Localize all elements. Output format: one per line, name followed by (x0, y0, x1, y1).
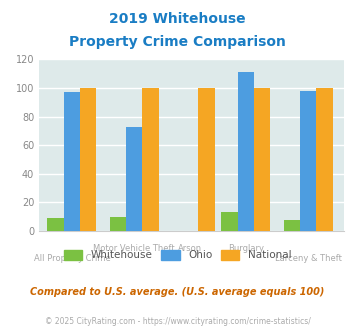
Text: Arson: Arson (178, 244, 202, 253)
Bar (64, 92, 80, 231)
Bar (126, 127, 142, 231)
Text: Property Crime Comparison: Property Crime Comparison (69, 35, 286, 49)
Bar (284, 219, 300, 231)
Bar (316, 88, 333, 231)
Text: Motor Vehicle Theft: Motor Vehicle Theft (93, 244, 175, 253)
Bar (110, 217, 126, 231)
Bar (221, 213, 237, 231)
Text: Compared to U.S. average. (U.S. average equals 100): Compared to U.S. average. (U.S. average … (30, 287, 325, 297)
Text: Burglary: Burglary (228, 244, 264, 253)
Bar (80, 88, 97, 231)
Legend: Whitehouse, Ohio, National: Whitehouse, Ohio, National (64, 250, 291, 260)
Bar (47, 218, 64, 231)
Bar (142, 88, 159, 231)
Text: 2019 Whitehouse: 2019 Whitehouse (109, 12, 246, 25)
Bar (254, 88, 271, 231)
Bar (237, 72, 254, 231)
Bar (198, 88, 215, 231)
Bar (300, 91, 316, 231)
Text: © 2025 CityRating.com - https://www.cityrating.com/crime-statistics/: © 2025 CityRating.com - https://www.city… (45, 317, 310, 326)
Text: Larceny & Theft: Larceny & Theft (275, 254, 342, 263)
Text: All Property Crime: All Property Crime (33, 254, 110, 263)
